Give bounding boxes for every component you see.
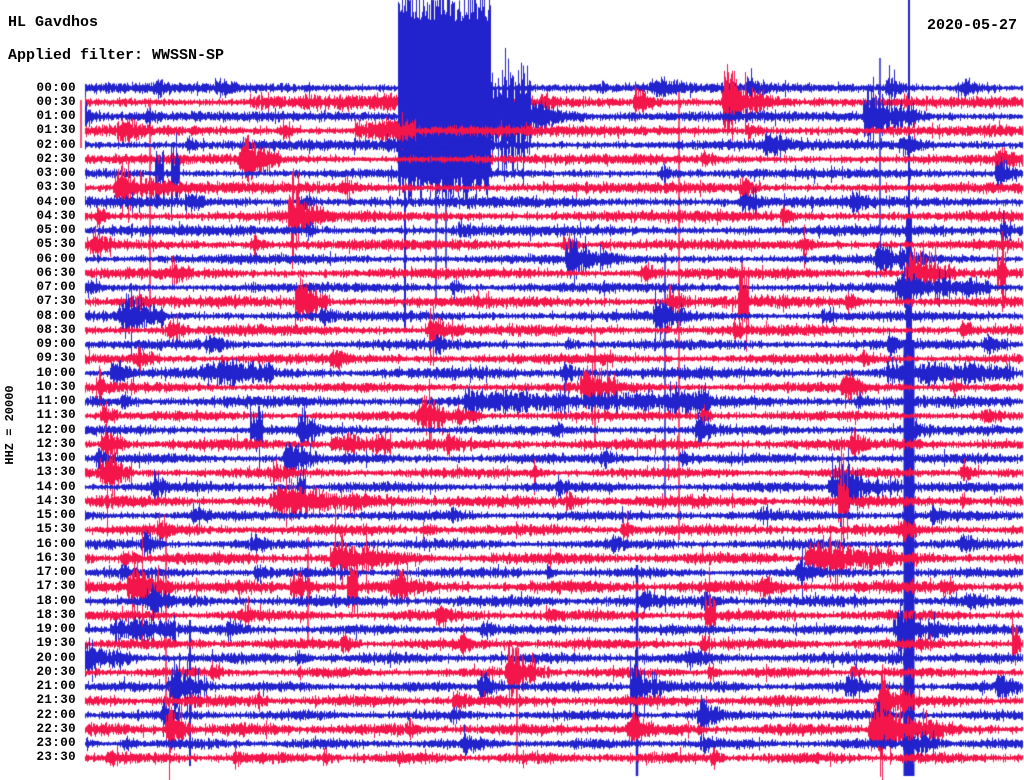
- time-label: 16:30: [36, 550, 76, 565]
- time-label: 20:30: [36, 664, 76, 679]
- time-label: 23:30: [36, 750, 76, 765]
- date-label: 2020-05-27: [926, 17, 1017, 34]
- time-label: 03:00: [36, 166, 76, 181]
- time-label: 02:30: [36, 151, 76, 166]
- time-label: 14:00: [36, 479, 76, 494]
- time-label: 11:30: [36, 408, 76, 423]
- time-label: 07:30: [36, 294, 76, 309]
- time-label: 18:00: [36, 593, 76, 608]
- time-label: 15:30: [36, 522, 76, 537]
- time-label: 11:00: [36, 394, 76, 409]
- time-label: 00:00: [36, 80, 76, 95]
- time-label: 01:00: [36, 109, 76, 123]
- time-label: 16:00: [36, 536, 76, 551]
- time-label: 23:00: [36, 736, 76, 751]
- time-label: 04:00: [36, 194, 76, 209]
- time-label: 21:30: [36, 693, 76, 708]
- time-label: 12:30: [36, 436, 76, 451]
- time-label: 12:00: [36, 422, 76, 437]
- time-label: 06:30: [36, 265, 76, 280]
- time-label: 05:00: [36, 223, 76, 238]
- time-label: 19:00: [36, 622, 76, 637]
- time-label: 01:30: [36, 123, 76, 138]
- time-label: 18:30: [36, 607, 76, 622]
- time-label: 21:00: [36, 679, 76, 694]
- time-label: 00:30: [36, 94, 76, 109]
- time-label: 20:00: [36, 650, 76, 665]
- time-label: 07:00: [36, 280, 76, 295]
- time-label: 05:30: [36, 237, 76, 252]
- time-label: 22:30: [36, 721, 76, 736]
- time-label: 17:00: [36, 565, 76, 580]
- time-label: 03:30: [36, 180, 76, 195]
- time-label: 10:00: [36, 365, 76, 380]
- time-label: 04:30: [36, 208, 76, 223]
- time-label: 15:00: [36, 508, 76, 523]
- station-title: HL Gavdhos: [8, 14, 99, 31]
- applied-filter-label: Applied filter: WWSSN-SP: [8, 47, 225, 64]
- time-label: 10:30: [36, 379, 76, 394]
- time-label: 17:30: [36, 579, 76, 594]
- time-label: 14:30: [36, 493, 76, 508]
- time-label: 13:30: [36, 465, 76, 480]
- time-label: 02:00: [36, 137, 76, 152]
- time-label: 06:00: [36, 251, 76, 266]
- time-label: 09:00: [36, 337, 76, 352]
- time-label: 19:30: [36, 636, 76, 651]
- time-label: 08:30: [36, 322, 76, 337]
- time-label: 09:30: [36, 351, 76, 366]
- time-label: 22:00: [36, 707, 76, 722]
- time-label: 08:00: [36, 308, 76, 323]
- time-label: 13:00: [36, 451, 76, 466]
